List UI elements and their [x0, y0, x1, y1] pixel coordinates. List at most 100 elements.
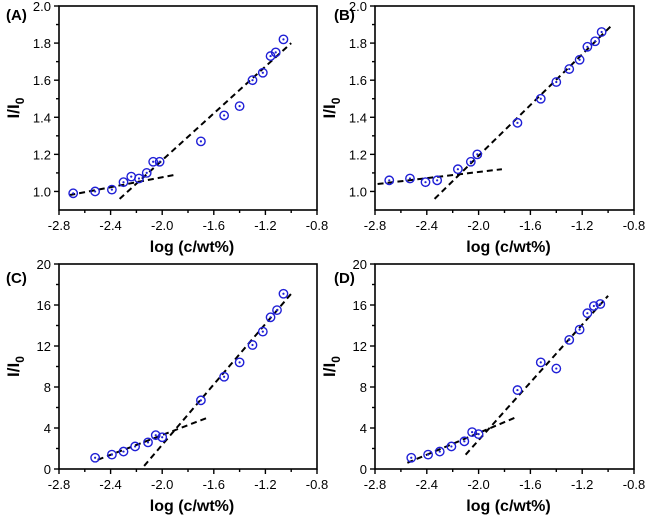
- chart-1-data-point-dot: [436, 179, 439, 182]
- chart-2-data-point-ring: [247, 340, 258, 350]
- chart-0-y-axis-title-main: I/I: [4, 104, 23, 118]
- chart-2-data-point-ring: [234, 357, 245, 368]
- chart-2-ytick-label: 12: [37, 339, 51, 354]
- chart-2-data-point-10: [247, 340, 258, 350]
- chart-1-data-point-ring: [535, 93, 546, 104]
- chart-0-x-axis-title: log (c/wt%): [150, 239, 234, 256]
- chart-1-xtick-label: -0.8: [623, 218, 645, 233]
- chart-3-data-point-ring: [446, 441, 457, 452]
- chart-1-data-point-dot: [600, 30, 603, 34]
- chart-2-y-axis-title: I/I0: [4, 356, 27, 377]
- chart-0-data-point-ring: [278, 34, 289, 45]
- chart-0-plot-frame: [58, 5, 318, 211]
- chart-0-data-point-ring: [106, 184, 117, 195]
- chart-1-data-point-4: [452, 164, 463, 175]
- chart-1-data-point-dot: [516, 121, 519, 124]
- chart-3-y-axis-title: I/I0: [320, 356, 343, 377]
- chart-0-data-point-dot: [137, 177, 141, 180]
- chart-1-data-point-ring: [420, 177, 431, 188]
- chart-0-data-point-dot: [158, 160, 161, 163]
- chart-2-data-point-7: [195, 395, 206, 406]
- chart-0-xtick-label: -1.6: [203, 218, 225, 233]
- chart-3-data-point-ring: [551, 363, 562, 374]
- chart-1-ytick-label: 1.8: [349, 36, 367, 51]
- chart-0-data-point-15: [270, 47, 281, 58]
- chart-2-data-point-2: [118, 446, 129, 457]
- chart-0-ytick-label: 1.0: [33, 184, 51, 199]
- chart-1-x-axis-title: log (c/wt%): [466, 239, 550, 256]
- chart-3-data-point-ring: [535, 357, 546, 368]
- chart-3-data-point-ring: [574, 324, 585, 335]
- chart-3-data-point-14: [595, 299, 606, 309]
- chart-3-data-point-1: [423, 449, 433, 460]
- chart-1-data-point-ring: [472, 149, 483, 160]
- chart-2-data-point-dot: [146, 441, 150, 444]
- chart-0-data-point-9: [195, 136, 206, 147]
- chart-1-data-point-dot: [456, 168, 459, 171]
- chart-0-data-point-3: [118, 177, 129, 188]
- chart-3-data-point-9: [551, 363, 562, 374]
- chart-0-xtick-label: -2.8: [48, 218, 70, 233]
- chart-0-data-point-dot: [274, 51, 277, 54]
- chart-3-data-point-ring: [473, 429, 484, 440]
- chart-1-panel-letter: (B): [334, 7, 355, 24]
- chart-1-data-point-ring: [582, 41, 593, 52]
- chart-2-data-point-0: [90, 452, 101, 463]
- chart-0-data-point-10: [219, 110, 230, 121]
- chart-2-data-point-ring: [118, 446, 129, 457]
- chart-1-data-point-dot: [476, 153, 479, 156]
- chart-0-data-point-dot: [122, 181, 125, 184]
- chart-3-xtick-label: -0.8: [623, 477, 645, 492]
- chart-3-data-point-3: [446, 441, 457, 452]
- chart-0-data-point-12: [247, 75, 258, 86]
- chart-1-data-point-dot: [594, 40, 597, 43]
- chart-1-data-point-ring: [596, 27, 607, 37]
- chart-3-y-axis-title-sub: 0: [329, 356, 343, 363]
- chart-1-y-axis-title: I/I0: [320, 97, 343, 118]
- chart-1-data-point-10: [564, 64, 575, 74]
- chart-3-data-point-dot: [426, 453, 430, 456]
- chart-0-data-point-11: [234, 101, 245, 112]
- chart-3-plot-frame: [374, 263, 635, 470]
- chart-2-y-axis-title-sub: 0: [13, 356, 27, 363]
- chart-2-data-point-dot: [122, 450, 125, 453]
- chart-1-xtick-label: -2.8: [364, 218, 386, 233]
- chart-2-data-point-dot: [134, 445, 137, 448]
- chart-2-ytick-label: 4: [44, 421, 51, 436]
- chart-1-xtick-label: -2.4: [416, 218, 438, 233]
- chart-1-data-point-dot: [469, 160, 472, 163]
- chart-1-y-axis-title-sub: 0: [329, 97, 343, 104]
- chart-1-y-axis-title-main: I/I: [320, 104, 339, 118]
- chart-1-data-point-ring: [452, 164, 463, 175]
- chart-2-data-point-3: [130, 441, 141, 452]
- chart-3-y-axis-title-main: I/I: [320, 363, 339, 377]
- chart-0-data-point-dot: [130, 175, 133, 178]
- chart-1-data-point-ring: [551, 77, 562, 87]
- chart-2-data-point-dot: [251, 343, 254, 347]
- chart-2-data-point-dot: [110, 453, 113, 456]
- chart-3-data-point-8: [535, 357, 546, 368]
- chart-0-data-point-dot: [261, 71, 264, 74]
- chart-0-data-point-13: [257, 67, 268, 78]
- chart-3-data-point-dot: [592, 304, 595, 308]
- chart-3-ytick-label: 16: [353, 298, 367, 313]
- chart-2-data-point-ring: [195, 395, 206, 406]
- chart-0-data-point-6: [141, 168, 152, 178]
- chart-0-data-point-ring: [90, 186, 101, 197]
- chart-1-ytick-label: 1.0: [349, 184, 367, 199]
- chart-3-panel-letter: (D): [334, 270, 355, 287]
- chart-2-data-point-ring: [257, 326, 268, 337]
- chart-0-data-point-4: [126, 171, 137, 182]
- chart-0-data-point-0: [68, 188, 79, 199]
- chart-0-data-point-ring: [234, 101, 245, 112]
- chart-3-data-point-dot: [438, 450, 441, 453]
- chart-2-data-point-ring: [272, 305, 282, 316]
- chart-0-data-point-2: [106, 184, 117, 195]
- chart-0-xtick-label: -2.0: [151, 218, 173, 233]
- chart-2-data-point-12: [265, 312, 276, 323]
- chart-1-data-point-5: [465, 156, 476, 167]
- chart-2-data-point-dot: [94, 456, 97, 459]
- chart-3-xtick-label: -2.4: [416, 477, 438, 492]
- chart-0-data-point-ring: [219, 110, 230, 121]
